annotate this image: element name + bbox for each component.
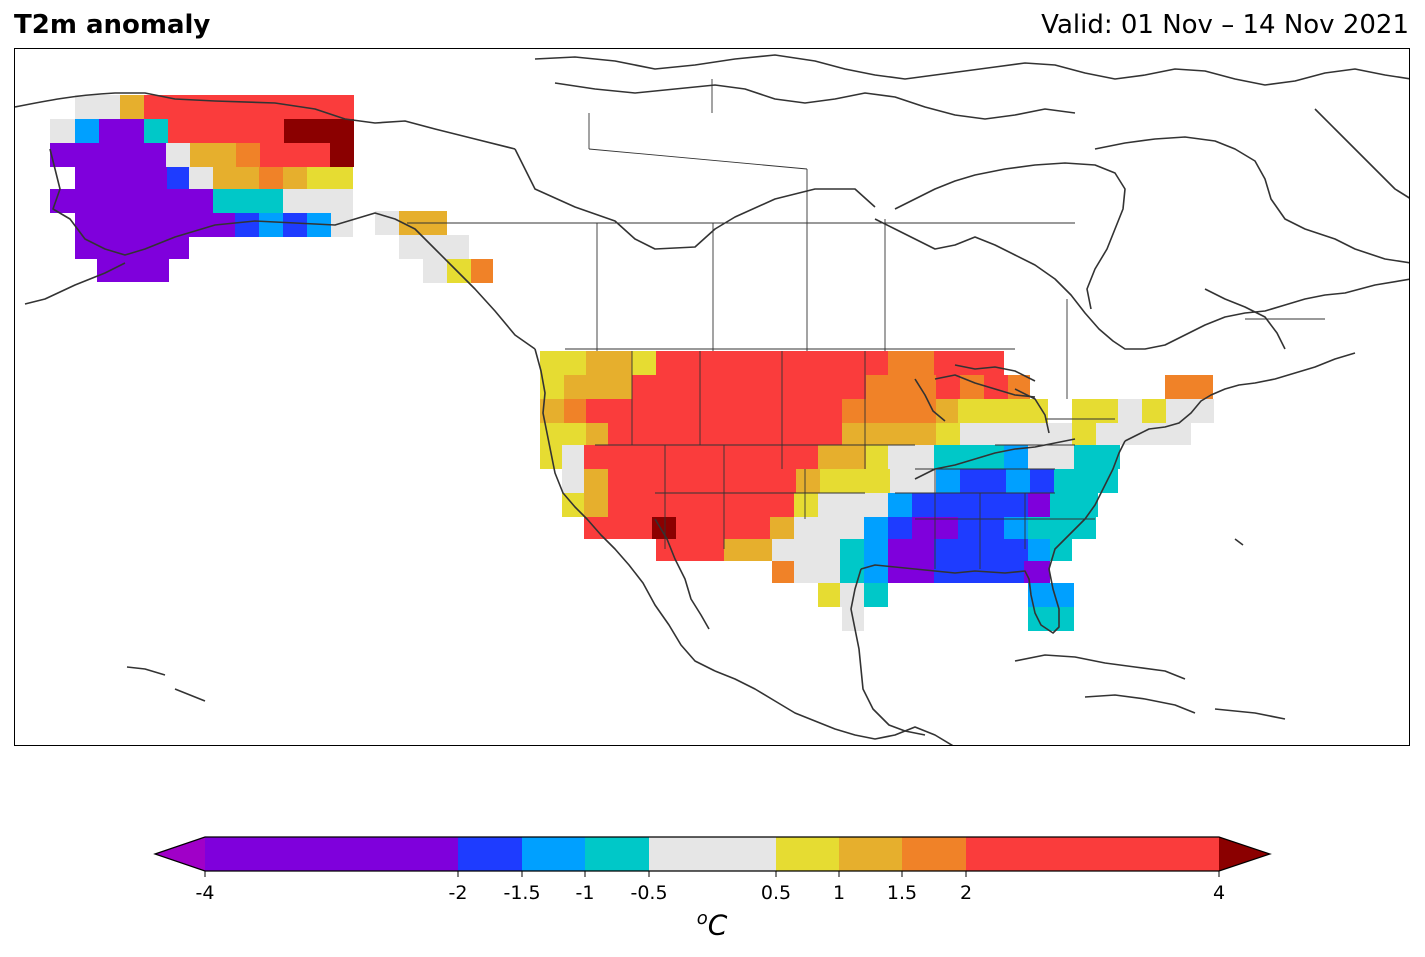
colorbar-unit-label: oC [697,908,728,941]
colorbar-graphic [153,836,1272,877]
colorbar-bin [776,837,839,871]
anomaly-map [14,48,1410,746]
colorbar-bin [966,837,1219,871]
colorbar-bin [585,837,649,871]
colorbar-under-arrow [155,837,205,871]
alaska-anomaly-field [50,95,493,283]
map-title: T2m anomaly [14,10,211,40]
colorbar: -4 -2 -1.5 -1 -0.5 0.5 1 1.5 2 4 oC [0,820,1425,950]
colorbar-tick-label: 1.5 [886,882,918,904]
colorbar-bin [522,837,585,871]
colorbar-bin [839,837,902,871]
colorbar-tick-label: 4 [1212,882,1226,904]
colorbar-bin [458,837,522,871]
coastlines [15,54,1409,745]
colorbar-tick-label: -1.5 [503,882,541,904]
colorbar-over-arrow [1219,837,1270,871]
colorbar-tick-label: -0.5 [630,882,668,904]
colorbar-tick-label: -1 [575,882,595,904]
colorbar-tick-label: 2 [959,882,973,904]
colorbar-bin [649,837,776,871]
unit-letter: C [707,908,728,942]
colorbar-tick-label: 0.5 [760,882,792,904]
political-boundaries [407,79,1325,569]
colorbar-tick-label: -2 [448,882,468,904]
unit-degree-symbol: o [696,908,708,929]
colorbar-tick-label: -4 [195,882,215,904]
colorbar-bin [902,837,966,871]
colorbar-bin [205,837,458,871]
valid-period: Valid: 01 Nov – 14 Nov 2021 [1041,10,1409,40]
conus-anomaly-field [540,351,1214,631]
colorbar-tick-label: 1 [832,882,846,904]
